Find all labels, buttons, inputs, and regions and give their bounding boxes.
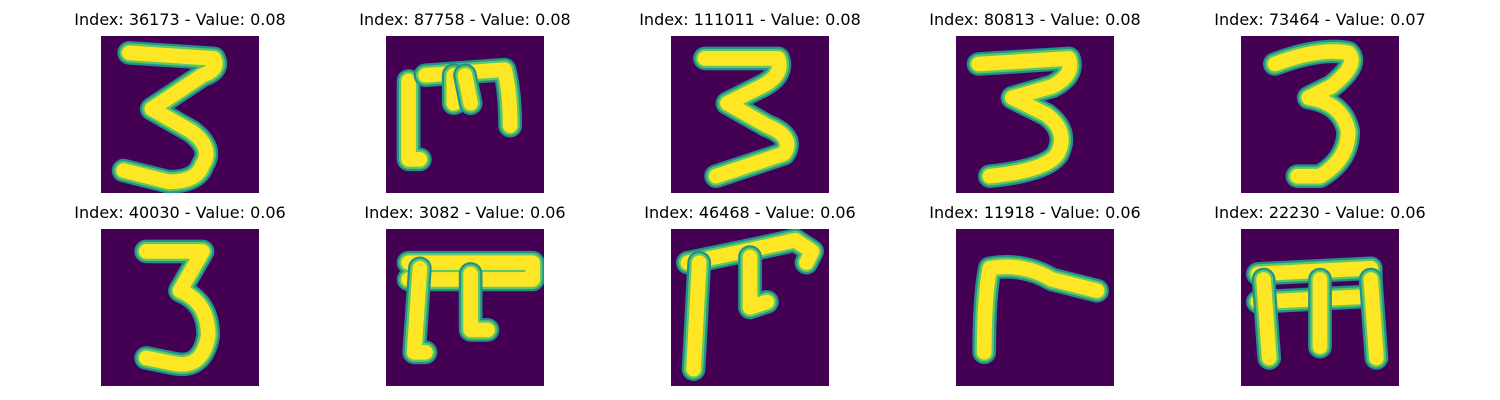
panel-3: Index: 111011 - Value: 0.08 <box>630 10 870 195</box>
digit-image-three <box>101 36 259 193</box>
glyph-stroke <box>686 255 707 377</box>
panel-2: Index: 87758 - Value: 0.08 <box>345 10 585 195</box>
panel-title: Index: 40030 - Value: 0.06 <box>74 203 286 222</box>
panel-8: Index: 46468 - Value: 0.06 <box>630 203 870 388</box>
glyph-stroke <box>457 67 478 111</box>
digit-image-m <box>671 229 829 386</box>
digit-image-three <box>101 229 259 386</box>
panel-9: Index: 11918 - Value: 0.06 <box>915 203 1155 388</box>
panel-title: Index: 11918 - Value: 0.06 <box>929 203 1141 222</box>
panel-title: Index: 87758 - Value: 0.08 <box>359 10 571 29</box>
glyph-stroke <box>697 51 795 184</box>
glyph-stroke <box>1363 272 1384 366</box>
panel-title: Index: 3082 - Value: 0.06 <box>364 203 566 222</box>
glyph-stroke <box>976 259 1105 360</box>
panel-5: Index: 73464 - Value: 0.07 <box>1200 10 1440 195</box>
panel-title: Index: 36173 - Value: 0.08 <box>74 10 286 29</box>
digit-image-m <box>386 36 544 193</box>
panel-1: Index: 36173 - Value: 0.08 <box>60 10 300 195</box>
panel-7: Index: 3082 - Value: 0.06 <box>345 203 585 388</box>
panel-10: Index: 22230 - Value: 0.06 <box>1200 203 1440 388</box>
glyph-stroke <box>406 260 433 360</box>
glyph-stroke <box>463 266 495 338</box>
panel-title: Index: 46468 - Value: 0.06 <box>644 203 856 222</box>
digit-image-three <box>956 36 1114 193</box>
panel-title: Index: 73464 - Value: 0.07 <box>1214 10 1426 29</box>
digit-image-seven <box>956 229 1114 386</box>
digit-image-m <box>1241 229 1399 386</box>
glyph-stroke <box>1267 44 1359 184</box>
panel-title: Index: 22230 - Value: 0.06 <box>1214 203 1426 222</box>
digit-image-m <box>386 229 544 386</box>
panel-6: Index: 40030 - Value: 0.06 <box>60 203 300 388</box>
glyph-stroke <box>138 244 216 372</box>
glyph-stroke <box>418 62 518 134</box>
panel-4: Index: 80813 - Value: 0.08 <box>915 10 1155 195</box>
glyph-stroke <box>116 45 223 190</box>
panel-title: Index: 80813 - Value: 0.08 <box>929 10 1141 29</box>
glyph-stroke <box>971 51 1078 184</box>
panel-title: Index: 111011 - Value: 0.08 <box>639 10 861 29</box>
digit-image-three <box>671 36 829 193</box>
digit-image-three <box>1241 36 1399 193</box>
glyph-stroke <box>401 73 428 167</box>
glyph-stroke <box>1256 272 1277 366</box>
glyph-stroke <box>742 249 775 315</box>
